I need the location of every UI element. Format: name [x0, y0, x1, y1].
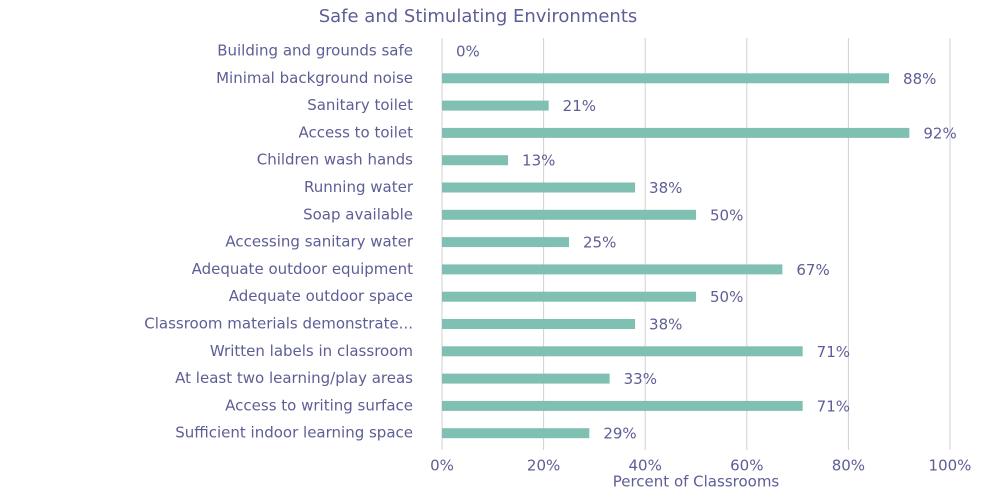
- bar: [442, 428, 590, 439]
- x-tick-label: 20%: [527, 457, 560, 475]
- bar: [442, 237, 569, 248]
- value-label: 92%: [923, 124, 956, 142]
- y-tick-label: At least two learning/play areas: [175, 369, 413, 387]
- y-tick-label: Minimal background noise: [216, 69, 413, 87]
- value-label: 33%: [624, 370, 657, 388]
- value-label: 71%: [817, 397, 850, 415]
- x-axis-title: Percent of Classrooms: [613, 473, 780, 491]
- bar: [442, 182, 636, 193]
- chart-title: Safe and Stimulating Environments: [319, 6, 638, 27]
- x-tick-label: 0%: [430, 457, 454, 475]
- y-tick-label: Children wash hands: [257, 151, 413, 169]
- value-label: 38%: [649, 179, 682, 197]
- value-label: 38%: [649, 316, 682, 334]
- bar: [442, 155, 509, 166]
- value-label: 71%: [817, 343, 850, 361]
- value-label: 50%: [710, 206, 743, 224]
- y-tick-label: Running water: [304, 178, 414, 196]
- bar: [442, 373, 610, 384]
- value-label: 25%: [583, 234, 616, 252]
- bar: [442, 400, 803, 411]
- y-tick-label: Access to toilet: [299, 123, 414, 141]
- value-label: 0%: [456, 43, 480, 61]
- bar: [442, 291, 696, 302]
- value-label: 13%: [522, 152, 555, 170]
- y-tick-label: Written labels in classroom: [210, 342, 413, 360]
- y-tick-label: Adequate outdoor space: [229, 287, 413, 305]
- value-label: 50%: [710, 288, 743, 306]
- bar: [442, 346, 803, 357]
- bar: [442, 319, 636, 329]
- y-tick-label: Access to writing surface: [225, 396, 413, 414]
- y-tick-label: Adequate outdoor equipment: [192, 260, 414, 278]
- x-tick-label: 100%: [929, 457, 972, 475]
- value-label: 88%: [903, 70, 936, 88]
- x-tick-label: 80%: [832, 457, 865, 475]
- bar: [442, 73, 890, 84]
- value-label: 67%: [796, 261, 829, 279]
- y-tick-label: Classroom materials demonstrate...: [144, 315, 413, 333]
- y-tick-label: Sufficient indoor learning space: [175, 424, 413, 442]
- value-label: 21%: [563, 97, 596, 115]
- bar: [442, 209, 696, 220]
- y-tick-label: Soap available: [303, 205, 413, 223]
- bar: [442, 100, 549, 111]
- y-tick-label: Sanitary toilet: [307, 96, 413, 114]
- x-tick-label: 60%: [730, 457, 763, 475]
- y-tick-label: Building and grounds safe: [217, 42, 413, 60]
- value-label: 29%: [603, 425, 636, 443]
- x-tick-label: 40%: [629, 457, 662, 475]
- bar: [442, 127, 910, 138]
- y-tick-label: Accessing sanitary water: [225, 233, 413, 251]
- bar: [442, 264, 783, 275]
